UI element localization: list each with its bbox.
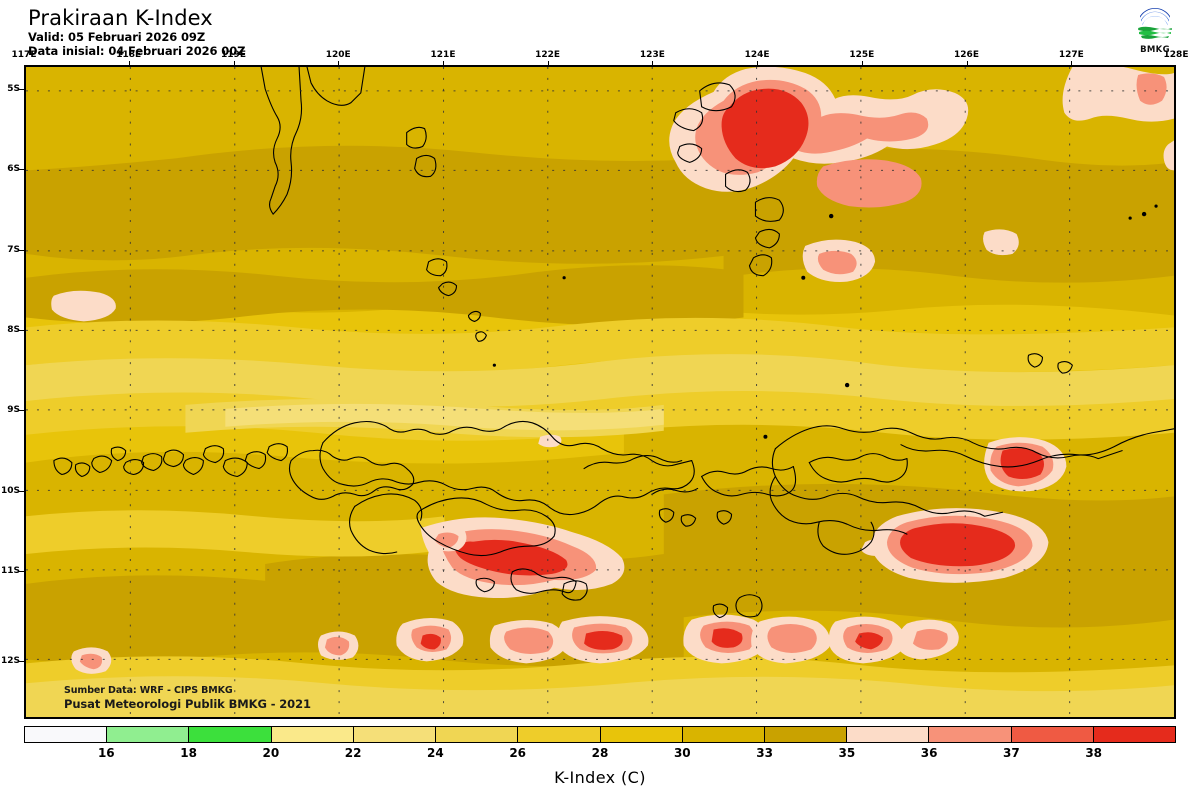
colorbar-segment-2[interactable]	[189, 727, 272, 742]
lon-label-1: 118E	[116, 50, 142, 60]
lat-label-1: 6S	[7, 164, 20, 174]
colorbar[interactable]	[24, 726, 1176, 743]
kindex-contour-field	[26, 67, 1174, 717]
lon-label-5: 122E	[535, 50, 561, 60]
cb-tick-11: 37	[1003, 746, 1020, 760]
lat-label-2: 7S	[7, 245, 20, 255]
lat-label-0: 5S	[7, 84, 20, 94]
colorbar-segment-13[interactable]	[1093, 727, 1176, 742]
lat-label-7: 12S	[0, 656, 20, 666]
lon-label-3: 120E	[325, 50, 351, 60]
lon-label-11: 128E	[1163, 50, 1189, 60]
colorbar-segment-4[interactable]	[353, 727, 437, 742]
valid-time-label: Valid: 05 Februari 2026 09Z	[28, 30, 206, 44]
cb-tick-9: 35	[838, 746, 856, 760]
colorbar-segment-8[interactable]	[682, 727, 765, 742]
lon-label-7: 124E	[744, 50, 770, 60]
lat-label-4: 9S	[7, 405, 20, 415]
cb-tick-12: 38	[1085, 746, 1103, 760]
lat-label-3: 8S	[7, 325, 20, 335]
cb-tick-8: 33	[756, 746, 773, 760]
publisher-label: Pusat Meteorologi Publik BMKG - 2021	[64, 697, 311, 711]
bmkg-logo-label: BMKG	[1140, 45, 1170, 55]
colorbar-segment-7[interactable]	[600, 727, 683, 742]
lon-label-4: 121E	[430, 50, 456, 60]
page-title: Prakiraan K-Index	[28, 6, 213, 30]
colorbar-segment-1[interactable]	[107, 727, 190, 742]
colorbar-segment-9[interactable]	[764, 727, 848, 742]
kindex-field-svg	[26, 67, 1174, 717]
cb-tick-0: 16	[97, 746, 115, 760]
cb-tick-2: 20	[262, 746, 280, 760]
initial-time-label: Data inisial: 04 Februari 2026 00Z	[28, 43, 246, 58]
colorbar-segment-0[interactable]	[25, 727, 108, 742]
cb-tick-10: 36	[920, 746, 938, 760]
lat-label-5: 10S	[0, 486, 20, 496]
colorbar-segment-12[interactable]	[1011, 727, 1094, 742]
cb-tick-1: 18	[180, 746, 197, 760]
credits-block: Sumber Data: WRF - CIPS BMKG Pusat Meteo…	[64, 685, 311, 711]
data-source-label: Sumber Data: WRF - CIPS BMKG	[64, 685, 233, 696]
cb-tick-4: 24	[427, 746, 444, 760]
bmkg-emblem-icon	[1137, 5, 1173, 41]
cb-tick-7: 30	[673, 746, 691, 760]
colorbar-segment-5[interactable]	[436, 727, 519, 742]
map-plot-area[interactable]: Sumber Data: WRF - CIPS BMKG Pusat Meteo…	[24, 65, 1176, 719]
colorbar-segment-3[interactable]	[271, 727, 354, 742]
lon-label-10: 127E	[1058, 50, 1084, 60]
lon-label-0: 117E	[11, 50, 37, 60]
lon-label-9: 126E	[954, 50, 979, 60]
colorbar-axis-title: K-Index (C)	[554, 768, 646, 787]
header-block: Prakiraan K-Index Valid: 05 Februari 202…	[28, 6, 245, 58]
lon-label-2: 119E	[221, 50, 246, 60]
lon-label-6: 123E	[639, 50, 665, 60]
lon-label-8: 125E	[849, 50, 875, 60]
lat-label-6: 11S	[0, 566, 20, 576]
colorbar-segment-10[interactable]	[847, 727, 930, 742]
colorbar-segment-11[interactable]	[929, 727, 1012, 742]
cb-tick-3: 22	[344, 746, 362, 760]
cb-tick-6: 28	[591, 746, 609, 760]
bmkg-logo: BMKG	[1126, 4, 1184, 56]
colorbar-segment-6[interactable]	[518, 727, 601, 742]
cb-tick-5: 26	[509, 746, 527, 760]
